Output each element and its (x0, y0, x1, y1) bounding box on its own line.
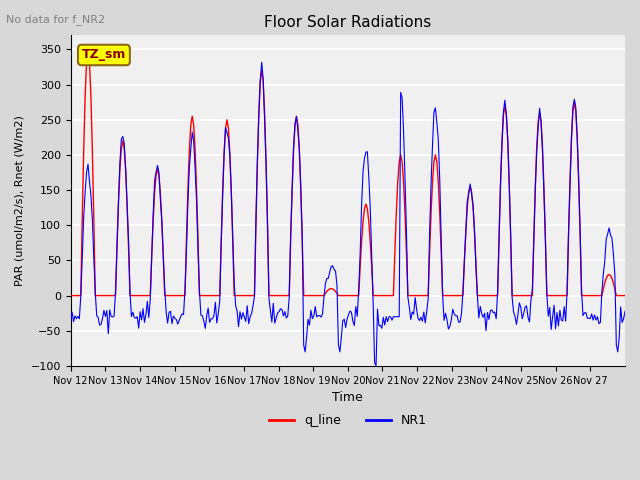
X-axis label: Time: Time (332, 391, 364, 404)
Legend: q_line, NR1: q_line, NR1 (264, 409, 432, 432)
Y-axis label: PAR (umol/m2/s), Rnet (W/m2): PAR (umol/m2/s), Rnet (W/m2) (15, 115, 25, 286)
Text: TZ_sm: TZ_sm (82, 48, 126, 61)
Title: Floor Solar Radiations: Floor Solar Radiations (264, 15, 431, 30)
Text: No data for f_NR2: No data for f_NR2 (6, 14, 106, 25)
